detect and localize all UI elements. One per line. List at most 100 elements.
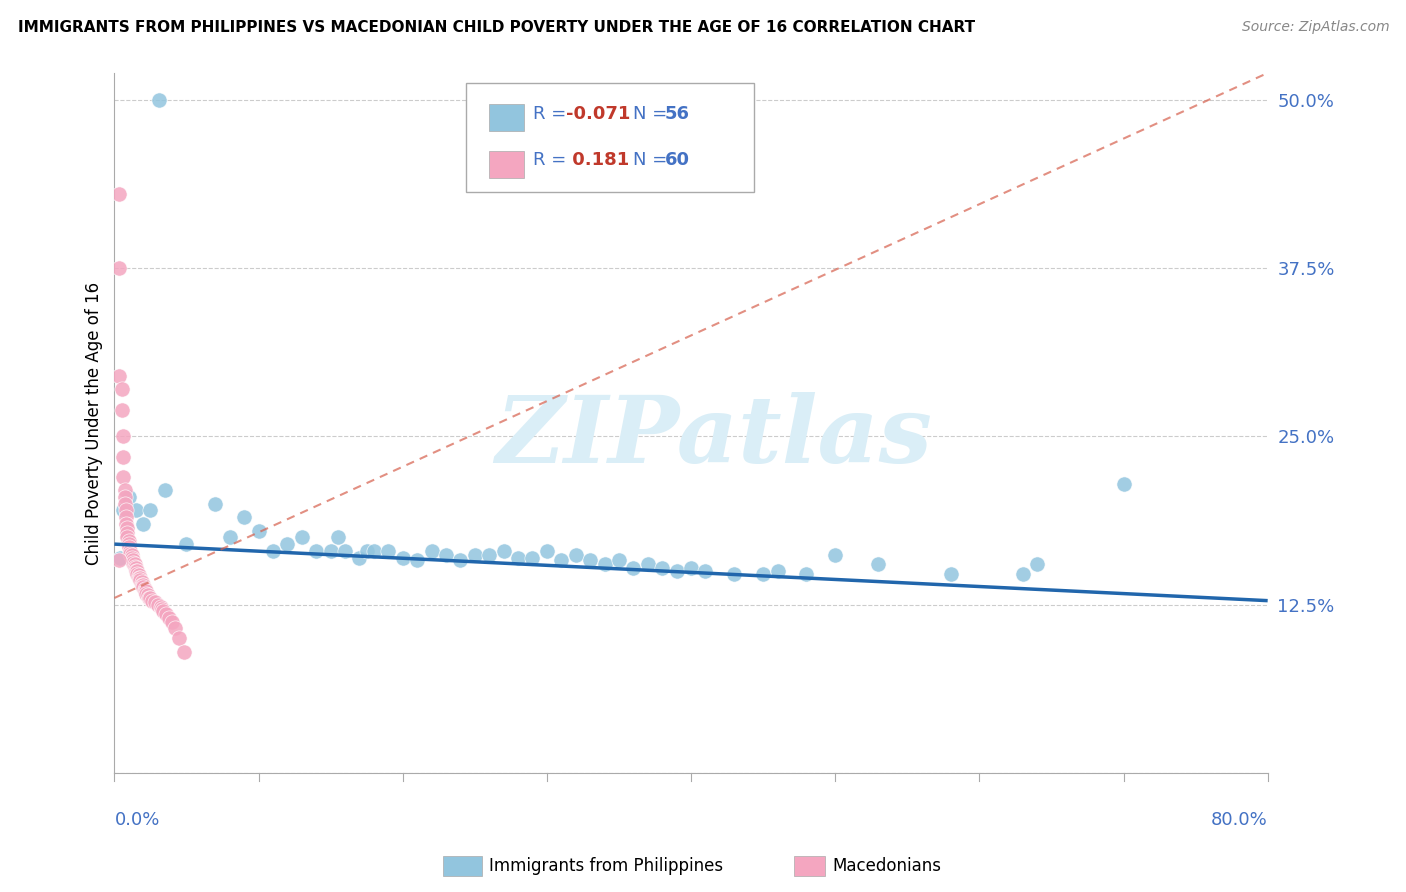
- Point: [139, 503, 162, 517]
- Point: [176, 537, 198, 551]
- Point: [139, 591, 162, 605]
- Point: [124, 558, 146, 572]
- Point: [291, 530, 314, 544]
- Point: [204, 497, 226, 511]
- Point: [118, 540, 141, 554]
- Point: [349, 550, 371, 565]
- Point: [115, 516, 138, 531]
- Point: [651, 561, 673, 575]
- Point: [121, 548, 143, 562]
- Point: [593, 558, 616, 572]
- Point: [112, 470, 135, 484]
- Point: [1011, 566, 1033, 581]
- Point: [118, 490, 141, 504]
- Point: [108, 550, 131, 565]
- Point: [679, 561, 702, 575]
- Point: [160, 615, 183, 630]
- Point: [506, 550, 529, 565]
- Point: [114, 497, 136, 511]
- Point: [173, 645, 195, 659]
- Point: [138, 591, 160, 605]
- Point: [406, 553, 429, 567]
- Point: [150, 601, 173, 615]
- Point: [796, 566, 818, 581]
- Text: R =: R =: [533, 152, 572, 169]
- Text: Immigrants from Philippines: Immigrants from Philippines: [489, 857, 724, 875]
- Point: [752, 566, 775, 581]
- Point: [125, 561, 148, 575]
- Point: [125, 503, 148, 517]
- Point: [141, 593, 163, 607]
- Point: [129, 571, 152, 585]
- Point: [522, 550, 544, 565]
- Point: [607, 553, 630, 567]
- Point: [233, 510, 256, 524]
- Point: [117, 530, 139, 544]
- Y-axis label: Child Poverty Under the Age of 16: Child Poverty Under the Age of 16: [86, 281, 103, 565]
- Point: [157, 611, 180, 625]
- Point: [153, 483, 176, 498]
- Point: [420, 544, 443, 558]
- Point: [163, 621, 186, 635]
- Point: [122, 556, 145, 570]
- Text: 60: 60: [665, 152, 689, 169]
- Text: 56: 56: [665, 104, 689, 122]
- Point: [136, 588, 159, 602]
- Text: Macedonians: Macedonians: [832, 857, 942, 875]
- Point: [114, 490, 136, 504]
- FancyBboxPatch shape: [489, 104, 524, 131]
- Point: [135, 587, 157, 601]
- Point: [128, 568, 150, 582]
- Point: [107, 261, 129, 276]
- Point: [134, 582, 156, 596]
- Point: [127, 564, 149, 578]
- Point: [169, 632, 191, 646]
- Point: [112, 450, 135, 464]
- Point: [868, 558, 890, 572]
- Point: [152, 604, 174, 618]
- Point: [377, 544, 399, 558]
- Point: [135, 584, 157, 599]
- Point: [1026, 558, 1049, 572]
- Point: [305, 544, 328, 558]
- Text: 0.0%: 0.0%: [114, 811, 160, 829]
- Text: N =: N =: [633, 152, 673, 169]
- Point: [695, 564, 717, 578]
- Point: [134, 584, 156, 599]
- Point: [276, 537, 298, 551]
- Point: [117, 521, 139, 535]
- Point: [118, 537, 141, 551]
- Point: [564, 548, 586, 562]
- Point: [128, 571, 150, 585]
- Point: [129, 574, 152, 588]
- Point: [131, 577, 153, 591]
- Point: [478, 548, 501, 562]
- Point: [110, 402, 132, 417]
- Point: [326, 530, 349, 544]
- Point: [262, 544, 284, 558]
- Point: [464, 548, 486, 562]
- Point: [148, 93, 170, 107]
- Text: Source: ZipAtlas.com: Source: ZipAtlas.com: [1241, 20, 1389, 34]
- Point: [121, 550, 143, 565]
- Point: [107, 187, 129, 202]
- Point: [1112, 476, 1135, 491]
- Point: [155, 607, 177, 621]
- Point: [824, 548, 846, 562]
- Point: [434, 548, 457, 562]
- Point: [766, 564, 789, 578]
- Point: [356, 544, 378, 558]
- Point: [146, 598, 169, 612]
- Point: [218, 530, 240, 544]
- Point: [110, 382, 132, 396]
- Point: [118, 534, 141, 549]
- Text: IMMIGRANTS FROM PHILIPPINES VS MACEDONIAN CHILD POVERTY UNDER THE AGE OF 16 CORR: IMMIGRANTS FROM PHILIPPINES VS MACEDONIA…: [18, 20, 976, 35]
- Point: [333, 544, 356, 558]
- Text: N =: N =: [633, 104, 673, 122]
- Point: [117, 526, 139, 541]
- Point: [132, 577, 155, 591]
- Point: [536, 544, 558, 558]
- Point: [114, 483, 136, 498]
- FancyBboxPatch shape: [467, 84, 755, 192]
- Text: 80.0%: 80.0%: [1211, 811, 1268, 829]
